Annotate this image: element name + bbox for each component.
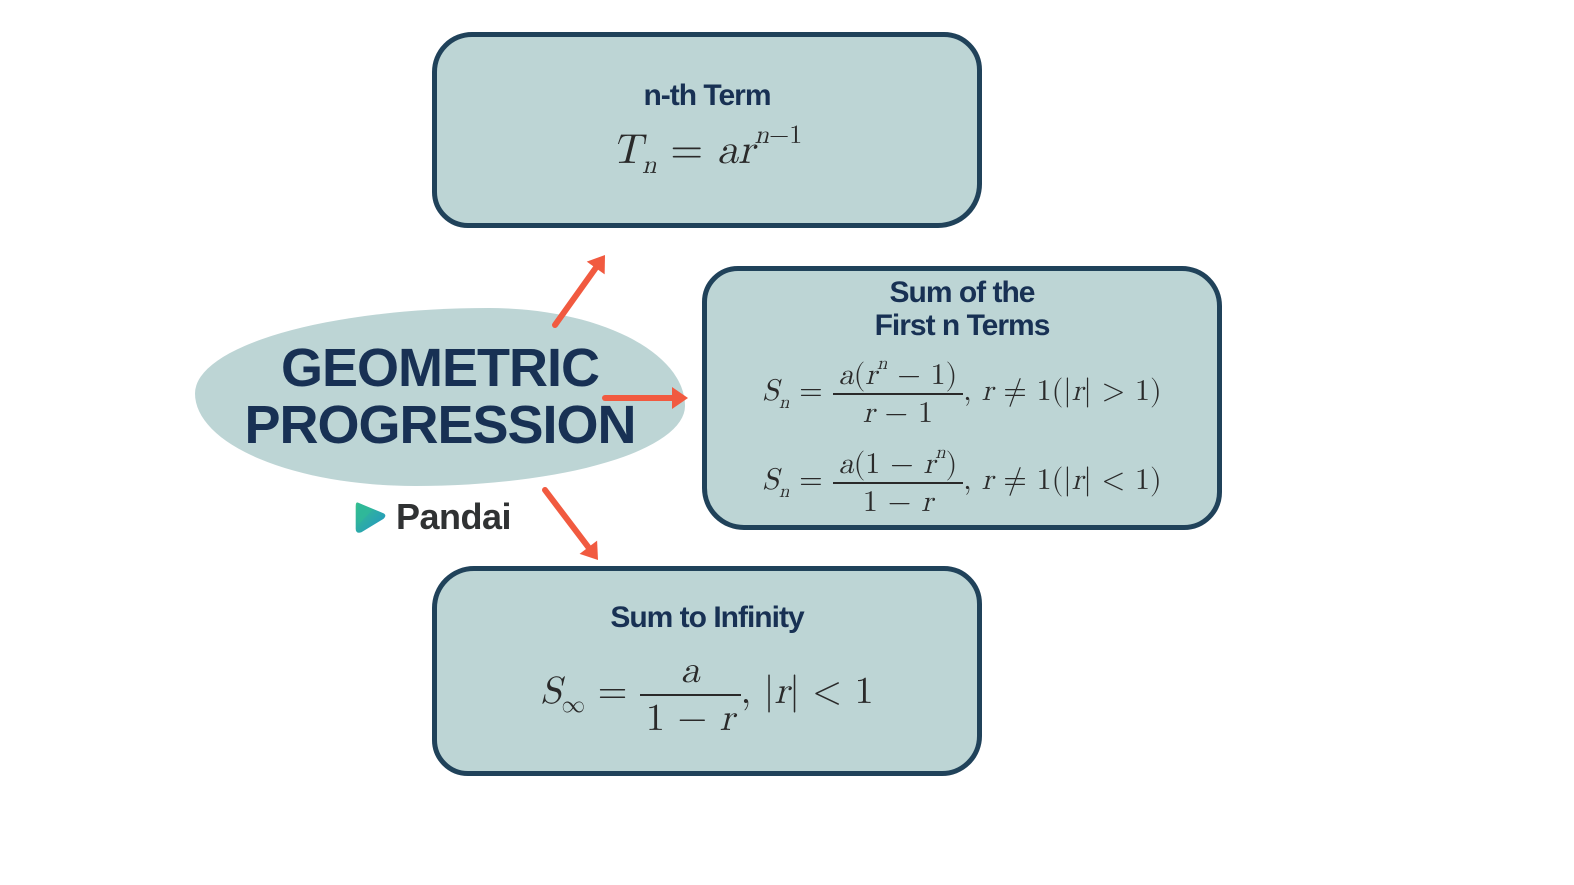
brand: Pandai bbox=[350, 496, 511, 538]
diagram-stage: GEOMETRIC PROGRESSION Pandai n-th Term Tn… bbox=[0, 0, 1574, 885]
card-sumn-title: Sum of theFirst n Terms bbox=[731, 276, 1193, 342]
center-line2: PROGRESSION bbox=[244, 397, 635, 454]
card-suminf-formula: S∞ = a1 − r, |r| < 1 bbox=[461, 648, 953, 742]
card-suminf: Sum to Infinity S∞ = a1 − r, |r| < 1 bbox=[432, 566, 982, 776]
card-nth-formula: Tn = arn−1 bbox=[461, 126, 953, 181]
brand-text: Pandai bbox=[396, 496, 511, 538]
center-concept: GEOMETRIC PROGRESSION bbox=[195, 308, 685, 486]
card-nth-title: n-th Term bbox=[461, 79, 953, 112]
card-nth: n-th Term Tn = arn−1 bbox=[432, 32, 982, 228]
card-sumn-formula: Sn = a(rn − 1)r − 1, r ≠ 1(|r| > 1)Sn = … bbox=[731, 356, 1193, 520]
card-sumn: Sum of theFirst n Terms Sn = a(rn − 1)r −… bbox=[702, 266, 1222, 530]
card-suminf-title: Sum to Infinity bbox=[461, 601, 953, 634]
center-line1: GEOMETRIC bbox=[281, 340, 599, 397]
arrow-to-suminf bbox=[530, 475, 613, 575]
brand-logo-icon bbox=[350, 498, 388, 536]
